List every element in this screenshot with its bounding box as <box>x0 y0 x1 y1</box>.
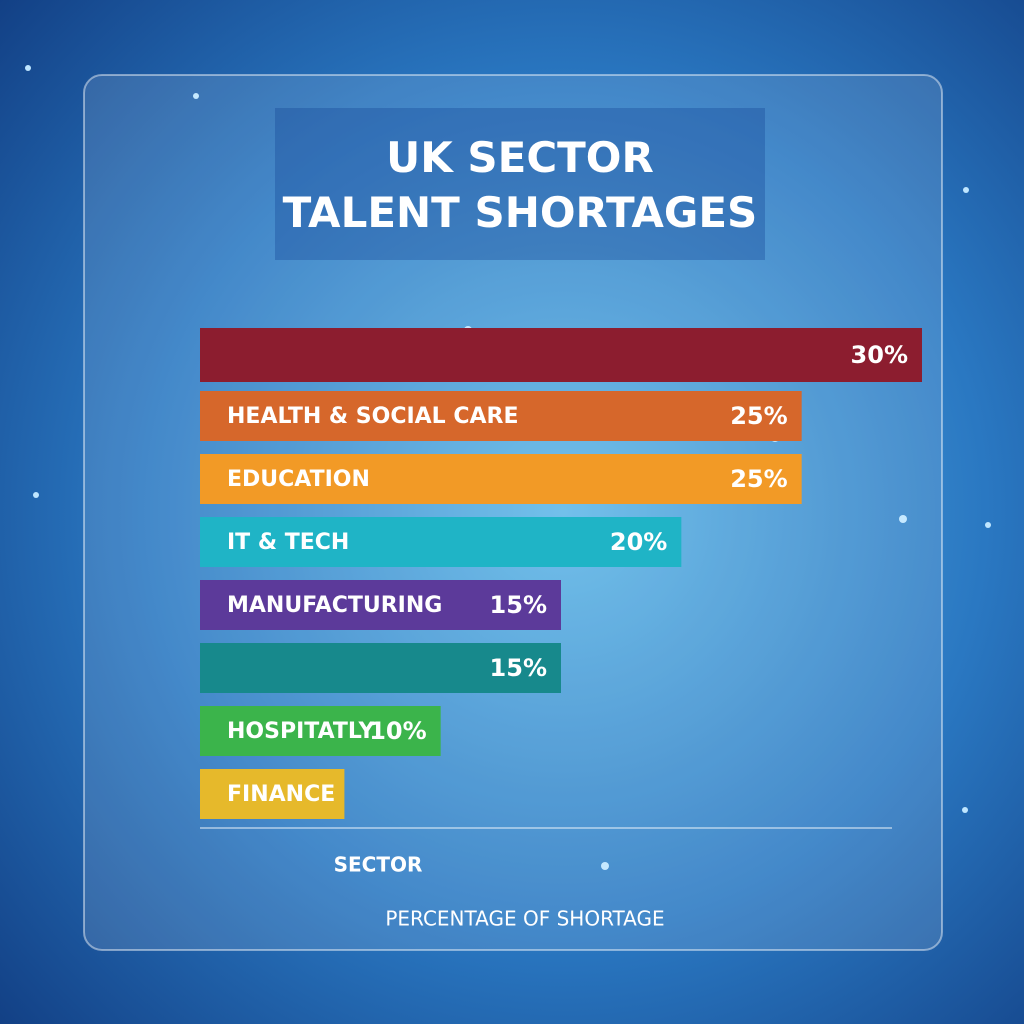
x-axis-label: SECTOR <box>334 853 423 877</box>
category-label: IT & TECH <box>227 530 349 555</box>
bar <box>200 517 682 567</box>
bar <box>200 706 441 756</box>
value-label: 25% <box>730 465 787 493</box>
value-label: 10% <box>369 717 426 745</box>
category-label: EDUCATION <box>227 467 370 492</box>
value-label: 30% <box>851 341 908 369</box>
value-label: 25% <box>730 402 787 430</box>
category-label: FINANCE <box>227 782 335 807</box>
chart-title: UK SECTOR TALENT SHORTAGES <box>283 133 758 237</box>
bar <box>200 643 561 693</box>
y-axis-label: PERCENTAGE OF SHORTAGE <box>385 907 664 931</box>
category-label: MANUFACTURING <box>227 593 442 618</box>
value-label: 15% <box>490 654 547 682</box>
value-label: 20% <box>610 528 667 556</box>
value-label: 15% <box>490 591 547 619</box>
bar <box>200 391 802 441</box>
title-banner <box>275 108 765 260</box>
bar <box>200 454 802 504</box>
bar <box>200 328 922 382</box>
bar <box>200 580 561 630</box>
category-label: HOSPITATLY <box>227 719 375 744</box>
bar <box>200 769 345 819</box>
category-label: HEALTH & SOCIAL CARE <box>227 404 519 429</box>
